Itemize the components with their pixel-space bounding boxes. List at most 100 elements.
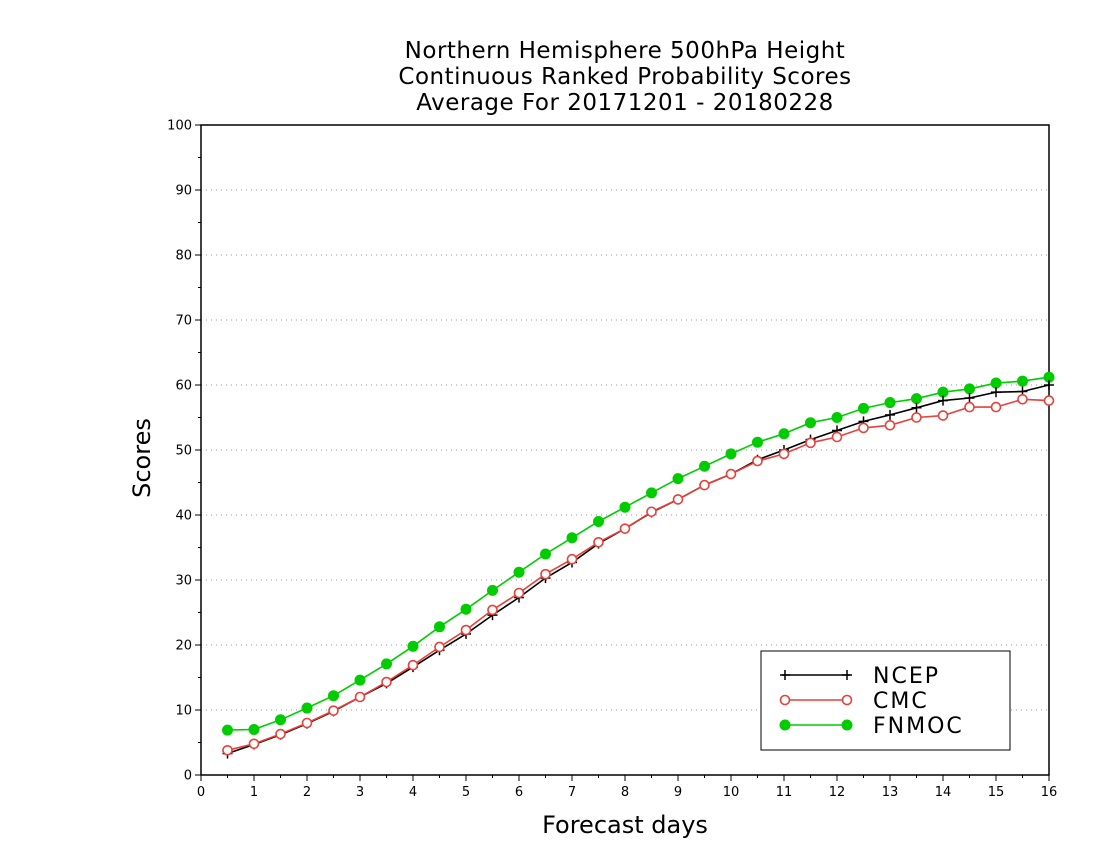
data-point <box>275 728 286 740</box>
x-tick-label: 8 <box>621 785 629 800</box>
data-point <box>831 412 843 423</box>
data-point <box>699 460 710 472</box>
data-point <box>434 621 445 633</box>
data-point <box>778 448 790 460</box>
data-point <box>513 587 525 599</box>
data-point <box>328 690 339 702</box>
data-point <box>513 566 525 578</box>
chart-title-line-3: Average For 20171201 - 20180228 <box>416 90 834 116</box>
y-tick-label: 70 <box>175 314 192 329</box>
x-tick-label: 15 <box>988 785 1005 800</box>
data-point <box>884 419 896 431</box>
x-axis-label: Forecast days <box>542 811 708 839</box>
x-tick-label: 13 <box>882 785 899 800</box>
data-point <box>566 553 578 565</box>
x-tick-label: 11 <box>776 785 793 800</box>
y-tick-label: 50 <box>175 444 192 459</box>
data-point <box>566 532 578 544</box>
data-point <box>487 584 498 596</box>
legend-label: NCEP <box>873 664 940 689</box>
x-tick-label: 2 <box>303 785 311 800</box>
data-point <box>540 548 551 560</box>
y-tick-label: 10 <box>175 704 192 719</box>
data-point <box>407 640 419 652</box>
y-tick-label: 0 <box>184 769 192 784</box>
data-point <box>699 479 710 491</box>
data-point <box>434 641 445 653</box>
legend-item-fnmoc: FNMOC <box>779 714 964 739</box>
data-point <box>328 705 339 716</box>
data-point <box>487 604 498 616</box>
data-point <box>222 744 233 756</box>
data-point <box>779 719 791 731</box>
y-tick-label: 80 <box>175 249 192 264</box>
data-point <box>779 694 791 706</box>
x-tick-label: 14 <box>935 785 952 800</box>
x-tick-label: 12 <box>829 785 846 800</box>
data-point <box>672 494 684 505</box>
y-tick-label: 40 <box>175 509 192 524</box>
data-point <box>937 410 949 421</box>
x-tick-label: 6 <box>515 785 523 800</box>
x-tick-label: 16 <box>1041 785 1058 800</box>
x-tick-label: 1 <box>250 785 258 800</box>
chart-title-line-1: Northern Hemisphere 500hPa Height <box>404 38 846 64</box>
data-point <box>752 455 763 467</box>
data-point <box>841 694 853 706</box>
legend-item-cmc: CMC <box>779 689 929 714</box>
data-point <box>911 393 922 405</box>
data-point <box>301 717 313 729</box>
data-point <box>805 437 816 449</box>
data-point <box>407 659 419 671</box>
x-tick-label: 10 <box>723 785 740 800</box>
data-point <box>725 468 737 480</box>
data-point <box>752 436 763 448</box>
data-point <box>646 487 657 499</box>
y-tick-label: 30 <box>175 574 192 589</box>
data-point <box>593 536 604 548</box>
data-point <box>1017 393 1028 405</box>
data-point <box>619 523 631 534</box>
data-point <box>805 417 816 429</box>
x-tick-label: 0 <box>197 785 205 800</box>
data-point <box>381 658 392 670</box>
series-cmc <box>222 393 1055 756</box>
data-point <box>964 401 975 413</box>
y-tick-label: 60 <box>175 379 192 394</box>
grid-lines <box>201 189 1049 711</box>
data-point <box>381 676 392 688</box>
data-point <box>858 402 869 414</box>
data-point <box>911 412 922 423</box>
data-point <box>460 624 472 636</box>
data-point <box>990 401 1002 413</box>
series-lines <box>222 371 1055 759</box>
data-point <box>831 431 843 443</box>
data-point <box>964 383 975 395</box>
data-point <box>248 724 260 735</box>
data-point <box>540 568 551 580</box>
legend-label: CMC <box>873 689 929 714</box>
data-point <box>884 397 896 409</box>
legend-item-ncep: NCEP <box>780 664 940 689</box>
data-point <box>619 501 631 513</box>
x-tick-label: 3 <box>356 785 364 800</box>
data-point <box>593 516 604 527</box>
data-point <box>841 719 853 731</box>
data-point <box>1043 395 1055 406</box>
chart-title-line-2: Continuous Ranked Probability Scores <box>398 64 852 90</box>
x-tick-label: 9 <box>674 785 682 800</box>
data-point <box>222 724 233 736</box>
data-point <box>990 377 1002 389</box>
x-tick-label: 4 <box>409 785 417 800</box>
y-tick-label: 20 <box>175 639 192 654</box>
data-point <box>275 714 286 726</box>
legend-label: FNMOC <box>873 714 964 739</box>
data-point <box>460 603 472 615</box>
data-point <box>354 691 366 703</box>
data-point <box>858 422 869 434</box>
data-point <box>248 738 260 750</box>
y-tick-label: 90 <box>175 184 192 199</box>
